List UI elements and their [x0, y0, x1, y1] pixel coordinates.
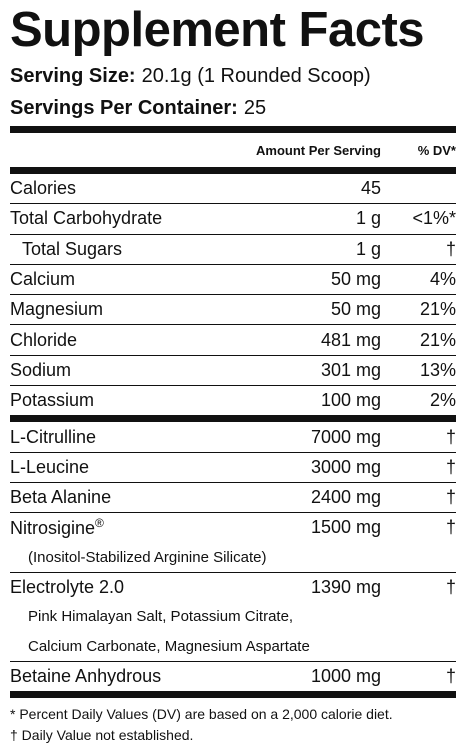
description: (Inositol-Stabilized Arginine Silicate) [28, 548, 267, 566]
nutrient-name: Total Carbohydrate [10, 208, 241, 229]
row: Beta Alanine 2400 mg † [10, 481, 456, 512]
nutrient-name: Betaine Anhydrous [10, 666, 241, 687]
label: Servings Per Container: [10, 97, 238, 119]
amount: 481 mg [320, 329, 381, 350]
row: Chloride 481 mg 21% [10, 324, 456, 354]
description: Calcium Carbonate, Magnesium Aspartate [28, 637, 310, 655]
name-text: Total Sugars [22, 238, 123, 259]
name-text: Beta Alanine [10, 487, 112, 508]
daily-value: 13% [419, 359, 456, 380]
serving-size: Serving Size: 20.1g (1 Rounded Scoop) [10, 60, 456, 92]
daily-value: † [445, 426, 456, 447]
rule [10, 167, 456, 174]
rule [10, 691, 456, 699]
name-text: Potassium [10, 390, 95, 411]
daily-value: † [445, 577, 456, 597]
daily-value: † [445, 456, 456, 477]
nutrient-name: Calcium [10, 269, 241, 290]
header: Amount Per Serving % DV* [10, 133, 456, 167]
name-text: Nitrosigine [10, 518, 96, 539]
nutrient-name: Potassium [10, 390, 241, 411]
title: Supplement Facts [10, 3, 425, 57]
nutrient-name: Beta Alanine [10, 487, 241, 508]
amount: 2400 mg [310, 487, 381, 508]
row: Sodium 301 mg 13% [10, 354, 456, 385]
name-text: Total Carbohydrate [10, 208, 163, 229]
row: Total Sugars 1 g † [10, 233, 456, 264]
amount: 50 mg [330, 299, 381, 320]
row: Potassium 100 mg 2% [10, 385, 456, 415]
nutrient-name: Electrolyte 2.0 [10, 577, 241, 598]
description-row: (Inositol-Stabilized Arginine Silicate) [10, 543, 456, 572]
daily-value: † [445, 665, 456, 686]
amount: 45 [360, 178, 381, 199]
rule [10, 415, 456, 423]
nutrient-name: Nitrosigine® [10, 516, 241, 539]
amount: 1390 mg [310, 577, 381, 597]
amount: 1 g [355, 208, 381, 229]
amount: 50 mg [330, 269, 381, 290]
nutrient-name: Magnesium [10, 299, 241, 320]
servings-per-container: Servings Per Container: 25 [10, 92, 456, 124]
name-text: Betaine Anhydrous [10, 665, 162, 686]
daily-value: 4% [429, 269, 456, 290]
row: Total Carbohydrate 1 g <1%* [10, 203, 456, 233]
nutrient-name: Calories [10, 178, 241, 199]
footnote: † Daily Value not established. [10, 727, 194, 744]
amount-header: Amount Per Serving [256, 142, 381, 158]
nutrient-name: Total Sugars [10, 239, 241, 260]
row: Nitrosigine® 1500 mg † [10, 512, 456, 542]
name-text: Calories [10, 178, 77, 199]
nutrient-name: L-Citrulline [10, 427, 241, 448]
daily-value: † [445, 487, 456, 508]
amount: 3000 mg [310, 456, 381, 477]
nutrient-name: L-Leucine [10, 457, 241, 478]
row: Magnesium 50 mg 21% [10, 294, 456, 324]
daily-value: <1%* [412, 208, 456, 229]
name-text: L-Citrulline [10, 426, 97, 447]
name-text: Magnesium [10, 299, 104, 320]
name-text: Chloride [10, 329, 78, 350]
row: Calcium 50 mg 4% [10, 263, 456, 294]
amount: 7000 mg [310, 426, 381, 447]
row: Calories 45 [10, 174, 456, 203]
amount: 1500 mg [310, 517, 381, 538]
daily-value: 21% [419, 299, 456, 320]
row: Electrolyte 2.0 1390 mg † [10, 571, 456, 602]
row: L-Leucine 3000 mg † [10, 451, 456, 482]
amount: 1000 mg [310, 665, 381, 686]
dv-header: % DV* [417, 142, 456, 158]
rule [10, 126, 456, 133]
nutrient-name: Sodium [10, 360, 241, 381]
amount: 100 mg [320, 390, 381, 411]
daily-value: † [445, 238, 456, 259]
description-row: Calcium Carbonate, Magnesium Aspartate [10, 631, 456, 660]
registered-mark: ® [95, 516, 104, 531]
daily-value: 2% [429, 390, 456, 411]
row: L-Citrulline 7000 mg † [10, 422, 456, 451]
daily-value: 21% [419, 329, 456, 350]
supplement-facts: Supplement Facts Serving Size: 20.1g (1 R… [10, 0, 456, 746]
nutrient-name: Chloride [10, 330, 241, 351]
daily-value: † [445, 517, 456, 538]
name-text: Electrolyte 2.0 [10, 577, 125, 597]
description: Pink Himalayan Salt, Potassium Citrate, [28, 608, 294, 626]
value: 25 [243, 97, 267, 119]
amount: 1 g [355, 238, 381, 259]
description-row: Pink Himalayan Salt, Potassium Citrate, [10, 602, 456, 631]
name-text: L-Leucine [10, 456, 90, 477]
label: Serving Size: [10, 65, 136, 87]
name-text: Calcium [10, 269, 76, 290]
footnote: * Percent Daily Values (DV) are based on… [10, 706, 393, 723]
name-text: Sodium [10, 359, 72, 380]
amount: 301 mg [320, 359, 381, 380]
value: 20.1g (1 Rounded Scoop) [141, 65, 371, 87]
body: Calories 45 Total Carbohydrate 1 g <1%* Total… [10, 167, 456, 746]
row: Betaine Anhydrous 1000 mg † [10, 660, 456, 691]
